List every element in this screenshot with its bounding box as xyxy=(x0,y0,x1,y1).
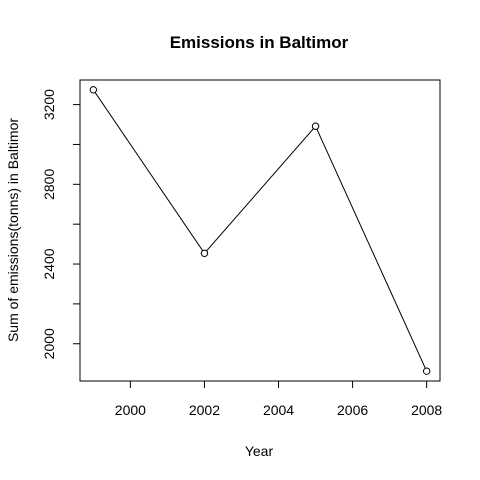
x-axis: 2000 2002 2004 2006 2008 xyxy=(115,380,442,418)
data-point xyxy=(89,86,98,94)
y-tick-label: 2000 xyxy=(41,328,57,359)
x-tick-label: 2002 xyxy=(189,402,220,418)
chart-title: Emissions in Baltimor xyxy=(170,33,349,52)
x-axis-label: Year xyxy=(245,443,274,459)
series-line xyxy=(92,89,428,372)
data-points xyxy=(89,86,431,375)
y-axis-label: Sum of emissions(tonns) in Baltimor xyxy=(5,118,21,342)
x-tick-label: 2008 xyxy=(411,402,442,418)
y-tick-label: 2800 xyxy=(41,169,57,200)
y-axis: 2000 2400 2800 3200 xyxy=(41,89,81,359)
x-tick-label: 2000 xyxy=(115,402,146,418)
data-point xyxy=(200,249,209,257)
y-tick-label: 3200 xyxy=(41,89,57,120)
plot-frame xyxy=(79,79,441,382)
y-tick-label: 2400 xyxy=(41,248,57,279)
x-tick-label: 2006 xyxy=(337,402,368,418)
x-tick-label: 2004 xyxy=(263,402,294,418)
data-point xyxy=(422,367,431,375)
data-point xyxy=(311,122,320,130)
